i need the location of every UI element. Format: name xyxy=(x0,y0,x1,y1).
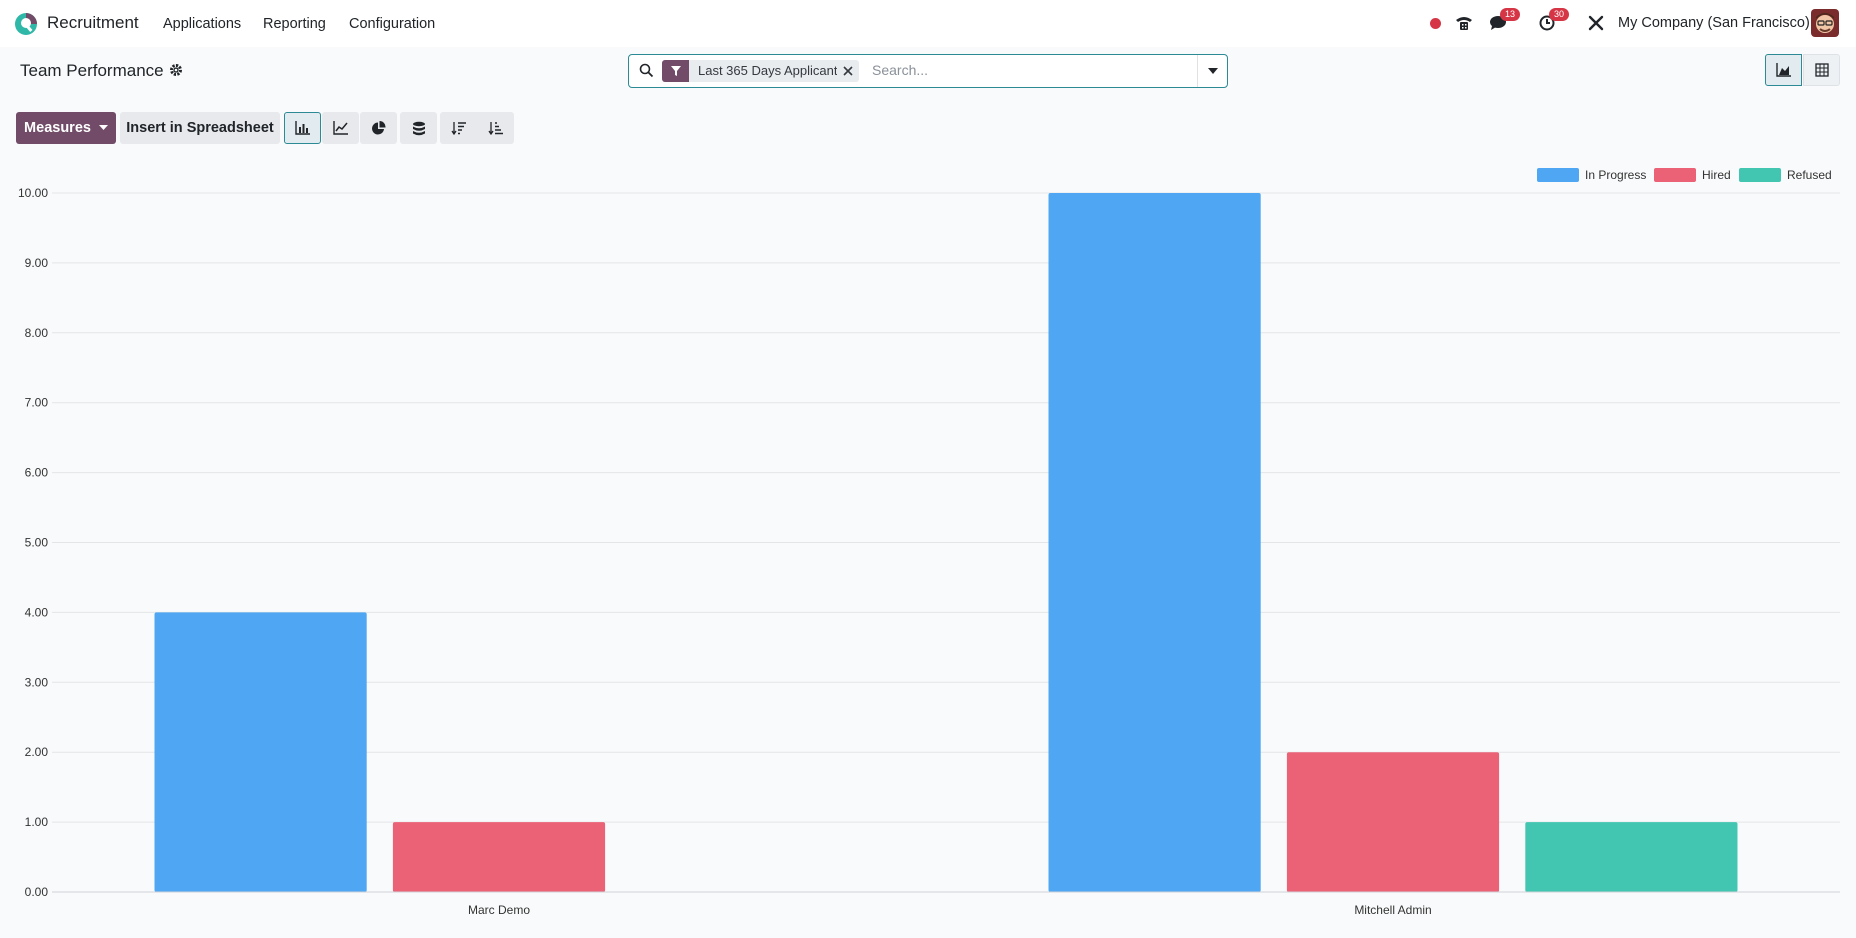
sort-ascending-button[interactable] xyxy=(477,112,514,144)
messages-icon[interactable]: 13 xyxy=(1488,8,1521,34)
filter-icon xyxy=(662,60,689,82)
recruitment-logo-icon[interactable] xyxy=(14,12,38,36)
y-tick-label: 1.00 xyxy=(25,815,49,829)
menu-applications[interactable]: Applications xyxy=(163,16,242,32)
top-navbar: Recruitment Applications Reporting Confi… xyxy=(0,0,1856,47)
facet-remove-icon[interactable] xyxy=(837,60,859,82)
y-tick-label: 4.00 xyxy=(25,605,49,619)
y-tick-label: 3.00 xyxy=(25,675,49,689)
insert-spreadsheet-button[interactable]: Insert in Spreadsheet xyxy=(120,112,280,144)
activities-badge: 30 xyxy=(1549,8,1570,21)
y-tick-label: 8.00 xyxy=(25,326,49,340)
bar-hired xyxy=(392,822,606,892)
pie-chart-icon xyxy=(372,120,386,134)
line-chart-button[interactable] xyxy=(322,112,359,144)
caret-down-icon xyxy=(1207,68,1218,74)
facet-label: Last 365 Days Applicant xyxy=(698,63,837,78)
table-icon xyxy=(1814,63,1829,77)
phone-icon[interactable] xyxy=(1453,12,1475,34)
y-tick-label: 5.00 xyxy=(25,536,49,550)
legend-label: In Progress xyxy=(1585,168,1647,182)
legend-swatch xyxy=(1654,168,1696,182)
caret-down-icon xyxy=(98,125,108,130)
bar-refused xyxy=(1525,822,1738,892)
legend-item-hired[interactable]: Hired xyxy=(1654,168,1731,182)
recording-indicator-icon[interactable] xyxy=(1428,12,1442,34)
y-tick-label: 7.00 xyxy=(25,396,49,410)
bar-chart: 0.00 1.00 2.00 3.00 4.00 5.00 6.00 7.00 8.00 9.00… xyxy=(18,186,1840,917)
messages-badge: 13 xyxy=(1500,8,1521,21)
y-tick-label: 9.00 xyxy=(25,256,49,270)
legend-item-refused[interactable]: Refused xyxy=(1739,168,1832,182)
gear-icon[interactable] xyxy=(169,63,183,77)
y-tick-label: 6.00 xyxy=(25,466,49,480)
search-icon xyxy=(639,63,654,78)
bar-in-progress xyxy=(154,612,367,892)
app-name[interactable]: Recruitment xyxy=(47,13,139,32)
sort-ascending-icon xyxy=(487,122,503,135)
legend-swatch xyxy=(1537,168,1579,182)
sort-descending-button[interactable] xyxy=(440,112,477,144)
sort-descending-icon xyxy=(450,122,466,135)
bar-chart-button[interactable] xyxy=(284,112,321,144)
insert-spreadsheet-label: Insert in Spreadsheet xyxy=(126,120,274,136)
stacked-button[interactable] xyxy=(400,112,437,144)
menu-configuration[interactable]: Configuration xyxy=(349,16,436,32)
x-tick-label: Marc Demo xyxy=(468,903,530,917)
search-input[interactable] xyxy=(872,62,1192,78)
company-switcher[interactable]: My Company (San Francisco) xyxy=(1618,15,1810,31)
control-panel: Team Performance Last 365 Days Applicant… xyxy=(0,47,1856,144)
activities-icon[interactable]: 30 xyxy=(1537,8,1570,34)
y-tick-label: 0.00 xyxy=(25,885,49,899)
legend-item-in-progress[interactable]: In Progress xyxy=(1537,168,1646,182)
page-title: Team Performance xyxy=(20,61,164,80)
y-tick-label: 10.00 xyxy=(18,186,48,200)
measures-button[interactable]: Measures xyxy=(16,112,116,144)
legend-label: Refused xyxy=(1787,168,1832,182)
bar-chart-icon xyxy=(294,121,310,135)
search-options-toggle[interactable] xyxy=(1197,55,1227,87)
pie-chart-button[interactable] xyxy=(360,112,397,144)
measures-label: Measures xyxy=(24,120,91,136)
view-graph-button[interactable] xyxy=(1765,54,1802,86)
line-chart-icon xyxy=(332,121,348,135)
search-bar: Last 365 Days Applicant xyxy=(628,54,1228,88)
search-facet: Last 365 Days Applicant xyxy=(662,60,859,82)
legend-swatch xyxy=(1739,168,1781,182)
tools-icon[interactable] xyxy=(1587,12,1605,34)
y-tick-label: 2.00 xyxy=(25,745,49,759)
menu-reporting[interactable]: Reporting xyxy=(263,16,326,32)
legend-label: Hired xyxy=(1702,168,1731,182)
area-chart-icon xyxy=(1775,63,1791,77)
view-pivot-button[interactable] xyxy=(1803,54,1840,86)
x-tick-label: Mitchell Admin xyxy=(1354,903,1431,917)
database-icon xyxy=(412,121,425,135)
user-avatar[interactable] xyxy=(1811,9,1839,37)
bar-in-progress xyxy=(1048,193,1261,892)
bar-hired xyxy=(1286,752,1500,892)
